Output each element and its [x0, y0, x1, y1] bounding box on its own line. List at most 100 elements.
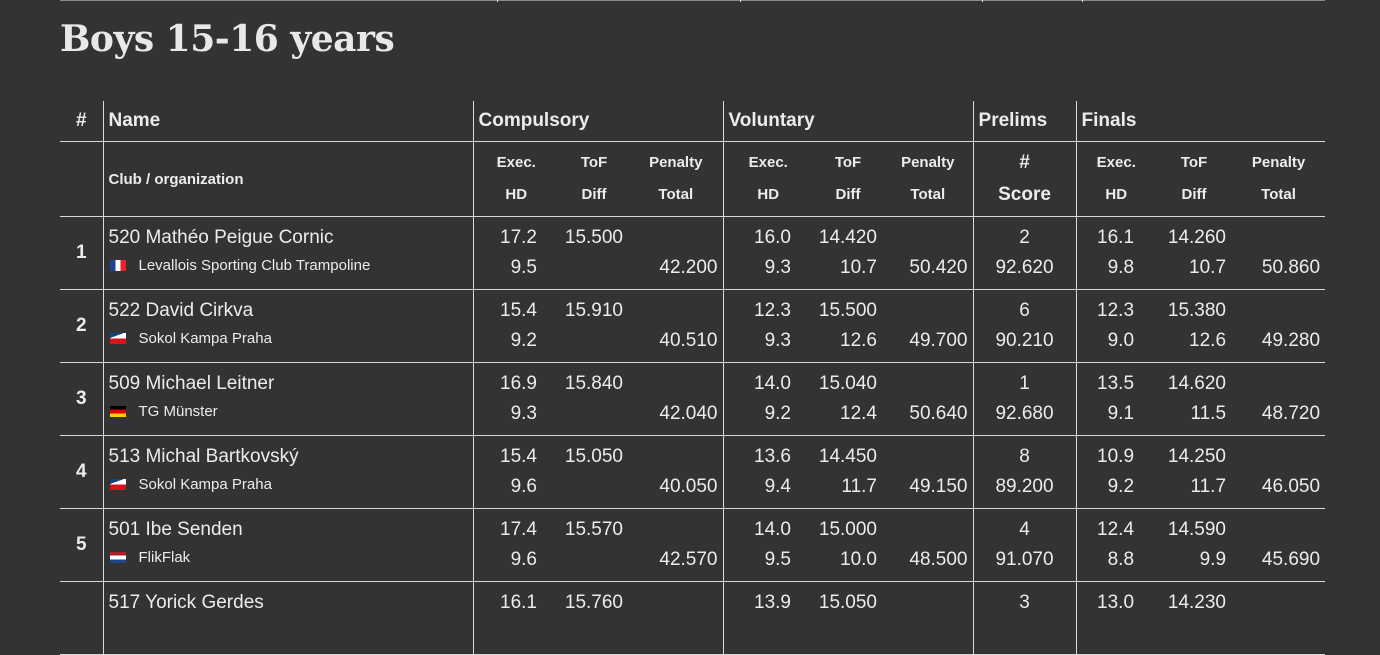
- subheader-label: Exec.: [1096, 154, 1136, 171]
- score-value: 9.3: [510, 403, 537, 424]
- row-comp-total: 40.510: [629, 289, 723, 363]
- score-value: 15.000: [818, 519, 877, 540]
- row-finals-total: 45.690: [1232, 508, 1326, 582]
- row-athlete: 501 Ibe Senden FlikFlak: [102, 508, 473, 582]
- score-value: 9.4: [764, 476, 791, 497]
- score-value: 9.5: [764, 549, 791, 570]
- row-comp-hd: 17.2 9.5: [472, 216, 559, 290]
- subheader-label: Diff: [1181, 186, 1207, 203]
- score-value: 15.4: [500, 300, 537, 321]
- prelims-rank: 3: [1019, 592, 1030, 613]
- score-value: 11.7: [1190, 476, 1227, 497]
- score-value: 9.2: [764, 403, 791, 424]
- subheader-label: Diff: [835, 186, 861, 203]
- score-value: 15.910: [564, 300, 623, 321]
- score-value: 42.040: [659, 403, 718, 424]
- subheader-label: HD: [757, 186, 780, 203]
- row-rank: 3: [60, 362, 103, 436]
- row-comp-hd: 16.9 9.3: [472, 362, 559, 436]
- prelims-score: 90.210: [995, 330, 1054, 351]
- score-value: 15.570: [564, 519, 623, 540]
- row-prelims: 1 92.680: [972, 362, 1077, 436]
- row-vol-diff: 14.420 10.7: [813, 216, 883, 290]
- score-value: 10.7: [1189, 257, 1227, 278]
- row-comp-diff: 15.500: [559, 216, 629, 290]
- club-name: FlikFlak: [138, 549, 191, 566]
- prelims-score: 91.070: [995, 549, 1054, 570]
- row-athlete: 517 Yorick Gerdes: [102, 581, 473, 655]
- athlete-name[interactable]: 501 Ibe Senden: [108, 519, 243, 540]
- row-comp-total: 42.200: [629, 216, 723, 290]
- row-vol-diff: 14.450 11.7: [813, 435, 883, 509]
- score-value: 10.7: [840, 257, 877, 278]
- header-rank: #: [60, 101, 103, 142]
- score-value: 12.3: [1097, 300, 1135, 321]
- header-prelims: Prelims: [972, 101, 1077, 142]
- score-value: 9.6: [510, 476, 537, 497]
- subheader-label: ToF: [834, 154, 862, 171]
- score-value: 50.640: [909, 403, 968, 424]
- row-vol-total: 50.420: [883, 216, 974, 290]
- score-value: 12.4: [1097, 519, 1135, 540]
- section-top-divider: [60, 0, 1325, 2]
- country-flag-icon: [109, 552, 126, 563]
- score-value: 49.700: [909, 330, 968, 351]
- subheader-finals-diff: ToF Diff: [1156, 141, 1233, 217]
- subheader-label: Exec.: [496, 154, 536, 171]
- subheader-compulsory-diff: ToF Diff: [559, 141, 629, 217]
- subheader-label: HD: [505, 186, 528, 203]
- row-vol-hd: 16.0 9.3: [722, 216, 813, 290]
- score-value: 15.040: [818, 373, 877, 394]
- subheader-label: Penalty: [1251, 154, 1306, 171]
- score-value: 12.6: [840, 330, 877, 351]
- score-value: 42.570: [659, 549, 718, 570]
- athlete-name[interactable]: 517 Yorick Gerdes: [108, 592, 264, 613]
- row-comp-hd: 15.4 9.6: [472, 435, 559, 509]
- row-comp-hd: 17.4 9.6: [472, 508, 559, 582]
- row-finals-hd: 16.1 9.8: [1075, 216, 1157, 290]
- athlete-name[interactable]: 509 Michael Leitner: [108, 373, 275, 394]
- row-rank: 1: [60, 216, 103, 290]
- score-value: 17.4: [500, 519, 537, 540]
- score-value: 9.3: [764, 257, 791, 278]
- score-value: 15.050: [818, 592, 877, 613]
- subheader-voluntary-hd: Exec. HD: [722, 141, 813, 217]
- row-comp-total: 42.040: [629, 362, 723, 436]
- score-value: 15.380: [1167, 300, 1227, 321]
- row-finals-hd: 12.4 8.8: [1075, 508, 1157, 582]
- row-finals-total: 50.860: [1232, 216, 1326, 290]
- score-value: 45.690: [1261, 549, 1321, 570]
- row-vol-total: 49.700: [883, 289, 974, 363]
- row-finals-diff: 14.620 11.5: [1156, 362, 1233, 436]
- score-value: 14.620: [1167, 373, 1227, 394]
- row-athlete: 509 Michael Leitner TG Münster: [102, 362, 473, 436]
- header-voluntary: Voluntary: [722, 101, 974, 142]
- athlete-club: Levallois Sporting Club Trampoline: [109, 257, 370, 274]
- country-flag-icon: [109, 479, 126, 490]
- athlete-name[interactable]: 520 Mathéo Peigue Cornic: [108, 227, 334, 248]
- row-finals-diff: 14.260 10.7: [1156, 216, 1233, 290]
- score-value: 9.5: [510, 257, 537, 278]
- score-value: 16.1: [1097, 227, 1135, 248]
- table-header-groups: # Name Compulsory Voluntary Prelims Fina…: [60, 101, 1326, 142]
- athlete-name[interactable]: 513 Michal Bartkovský: [108, 446, 299, 467]
- score-value: 40.050: [659, 476, 718, 497]
- score-value: 9.0: [1107, 330, 1135, 351]
- row-rank: 2: [60, 289, 103, 363]
- score-value: 15.500: [818, 300, 877, 321]
- score-value: 9.8: [1107, 257, 1135, 278]
- row-finals-total: 48.720: [1232, 362, 1326, 436]
- row-vol-diff: 15.000 10.0: [813, 508, 883, 582]
- subheader-prelims-score: # Score: [972, 141, 1077, 217]
- header-club: Club / organization: [102, 141, 473, 217]
- score-value: 50.420: [909, 257, 968, 278]
- score-value: 14.250: [1167, 446, 1227, 467]
- athlete-name[interactable]: 522 David Cirkva: [108, 300, 254, 321]
- row-finals-total: 49.280: [1232, 289, 1326, 363]
- results-table: # Name Compulsory Voluntary Prelims Fina…: [60, 101, 1326, 655]
- row-comp-diff: 15.910: [559, 289, 629, 363]
- subheader-voluntary-diff: ToF Diff: [813, 141, 883, 217]
- row-vol-total: 48.500: [883, 508, 974, 582]
- score-value: 46.050: [1261, 476, 1321, 497]
- prelims-rank: 2: [1019, 227, 1030, 248]
